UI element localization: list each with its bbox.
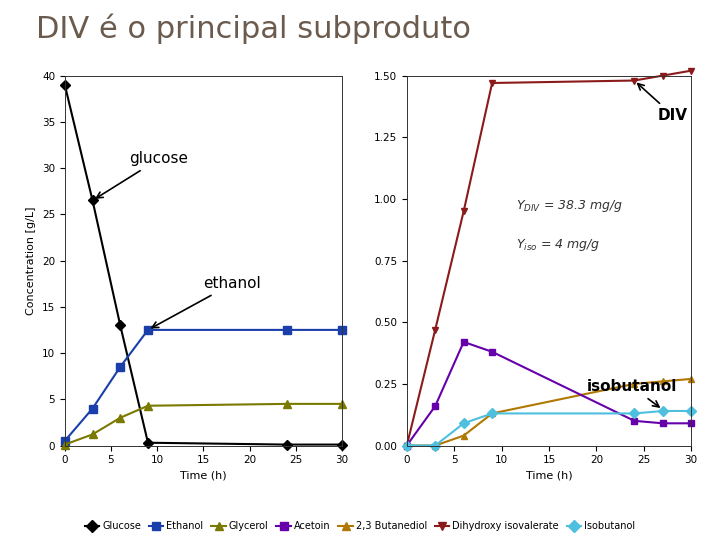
Legend: Glucose, Ethanol, Glycerol, Acetoin, 2,3 Butanediol, Dihydroxy isovalerate, Isob: Glucose, Ethanol, Glycerol, Acetoin, 2,3… (81, 517, 639, 535)
Y-axis label: Concentration [g/L]: Concentration [g/L] (26, 206, 36, 315)
Text: isobutanol: isobutanol (587, 379, 678, 407)
Text: DIV é o principal subproduto: DIV é o principal subproduto (36, 14, 471, 44)
Text: DIV: DIV (638, 84, 688, 123)
X-axis label: Time (h): Time (h) (180, 471, 227, 481)
X-axis label: Time (h): Time (h) (526, 471, 572, 481)
Text: glucose: glucose (96, 151, 189, 198)
Text: $Y_{DIV}$ = 38.3 mg/g: $Y_{DIV}$ = 38.3 mg/g (516, 198, 623, 214)
Text: $Y_{iso}$ = 4 mg/g: $Y_{iso}$ = 4 mg/g (516, 237, 600, 253)
Text: ethanol: ethanol (152, 276, 261, 328)
